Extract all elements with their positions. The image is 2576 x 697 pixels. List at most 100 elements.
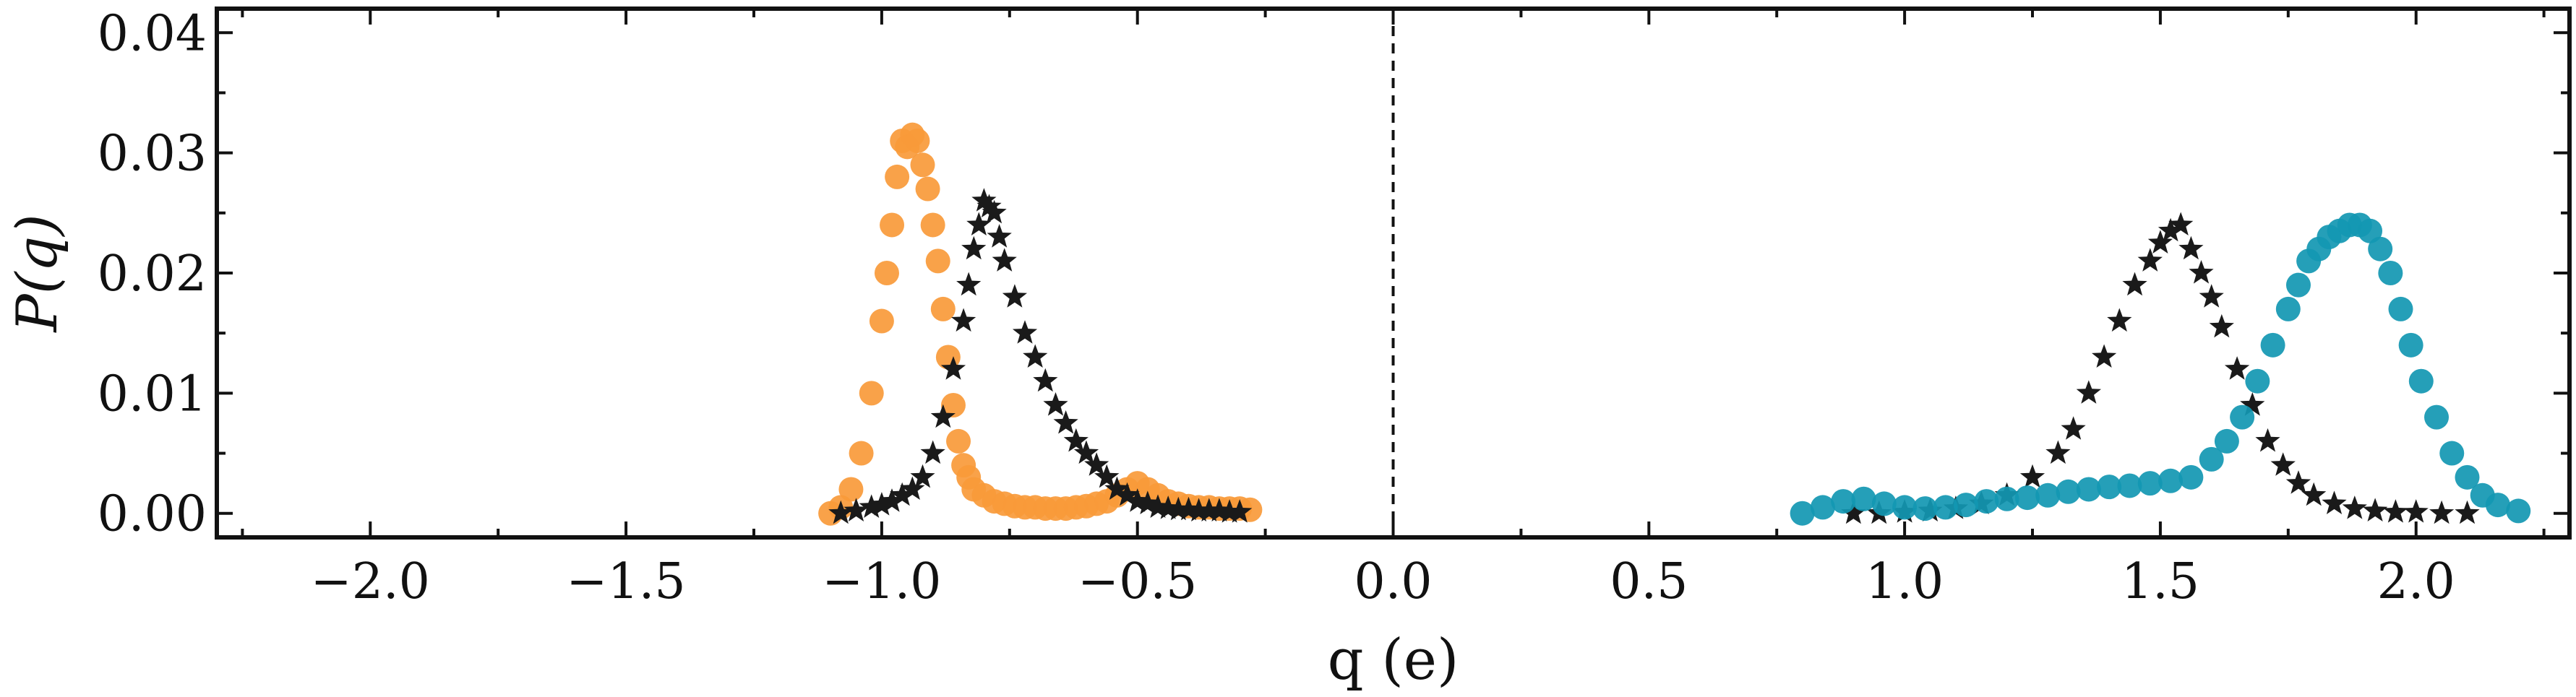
- data-point: [1094, 464, 1120, 488]
- data-point: [838, 477, 864, 502]
- data-point: [1810, 495, 1835, 520]
- data-point: [2092, 344, 2117, 368]
- y-tick-label: 0.03: [98, 126, 207, 183]
- data-point: [2178, 464, 2204, 490]
- y-tick-label: 0.01: [98, 365, 207, 423]
- data-point: [2056, 479, 2081, 504]
- data-point: [910, 464, 935, 488]
- data-point: [2398, 332, 2423, 358]
- data-point: [920, 440, 945, 464]
- data-point: [1871, 491, 1897, 516]
- data-point: [961, 235, 987, 260]
- data-point: [987, 224, 1012, 248]
- data-point: [1135, 490, 1160, 514]
- data-point: [1216, 499, 1242, 523]
- data-point: [2061, 416, 2086, 440]
- data-point: [2158, 468, 2184, 493]
- data-point: [1227, 499, 1253, 523]
- data-point: [2506, 498, 2531, 524]
- data-point: [859, 381, 884, 406]
- plot-marks: [818, 122, 2531, 526]
- x-tick-label: −2.0: [311, 553, 430, 610]
- data-point: [2383, 499, 2408, 523]
- data-point: [2117, 473, 2142, 498]
- data-point: [879, 488, 905, 512]
- data-point: [2168, 212, 2194, 235]
- data-point: [2363, 498, 2388, 521]
- data-point: [1115, 482, 1140, 506]
- data-point: [1166, 496, 1191, 521]
- data-point: [2408, 368, 2434, 394]
- data-point: [1892, 495, 1918, 520]
- data-point: [2045, 440, 2071, 464]
- data-point: [2439, 441, 2465, 466]
- data-point: [982, 199, 1007, 224]
- data-point: [2368, 236, 2393, 261]
- data-point: [2403, 499, 2429, 523]
- data-point: [1831, 489, 1856, 514]
- data-point: [2358, 218, 2383, 243]
- data-point: [966, 212, 992, 235]
- data-point: [2301, 482, 2327, 506]
- data-point: [2285, 272, 2311, 298]
- data-point: [2214, 428, 2239, 454]
- data-point: [2388, 296, 2413, 321]
- x-tick-label: 0.0: [1354, 553, 1432, 610]
- x-tick-label: −0.5: [1078, 553, 1197, 610]
- x-tick-label: 0.5: [1610, 553, 1688, 610]
- data-point: [874, 261, 899, 285]
- data-point: [925, 248, 950, 274]
- data-point: [940, 393, 966, 417]
- series-0: [818, 122, 1263, 526]
- data-point: [2178, 235, 2204, 260]
- series-3: [1790, 212, 2531, 526]
- data-point: [940, 356, 966, 380]
- data-point: [2076, 380, 2101, 404]
- data-point: [1851, 486, 1876, 511]
- data-point: [1790, 501, 1815, 526]
- data-point: [2275, 296, 2301, 321]
- data-point: [890, 482, 915, 506]
- data-point: [843, 498, 869, 521]
- data-point: [2137, 248, 2163, 272]
- data-point: [859, 494, 884, 518]
- data-point: [2378, 261, 2403, 285]
- data-point: [2260, 332, 2285, 358]
- data-point: [2158, 217, 2184, 242]
- data-point: [2342, 495, 2367, 519]
- data-point: [2285, 470, 2311, 494]
- data-point: [1063, 428, 1089, 452]
- data-point: [1023, 344, 1048, 368]
- data-point: [2230, 404, 2255, 430]
- x-tick-label: 2.0: [2377, 553, 2455, 610]
- data-point: [1196, 498, 1222, 521]
- data-point: [920, 212, 945, 238]
- data-point: [869, 492, 894, 516]
- data-point: [2137, 471, 2163, 496]
- data-point: [900, 476, 925, 500]
- data-point: [2322, 490, 2347, 514]
- data-point: [2199, 284, 2224, 308]
- data-point: [2209, 313, 2234, 338]
- data-point: [2455, 464, 2480, 490]
- data-point: [2245, 368, 2270, 394]
- data-point: [956, 272, 982, 296]
- y-tick-label: 0.04: [98, 5, 207, 62]
- data-point: [1933, 495, 1958, 520]
- y-tick-label: 0.02: [98, 246, 207, 303]
- data-point: [2424, 404, 2450, 430]
- data-point: [2019, 464, 2045, 488]
- data-point: [1841, 500, 1866, 524]
- data-point: [849, 441, 874, 466]
- y-axis-label: P(q): [5, 214, 70, 333]
- data-point: [1912, 496, 1938, 521]
- x-tick-label: −1.5: [567, 553, 686, 610]
- data-point: [828, 500, 854, 524]
- y-tick-label: 0.00: [98, 486, 207, 543]
- data-point: [1084, 452, 1109, 476]
- data-point: [2014, 485, 2040, 511]
- data-point: [2240, 392, 2265, 416]
- data-point: [910, 152, 935, 178]
- data-point: [1186, 498, 1211, 521]
- data-point: [915, 176, 940, 202]
